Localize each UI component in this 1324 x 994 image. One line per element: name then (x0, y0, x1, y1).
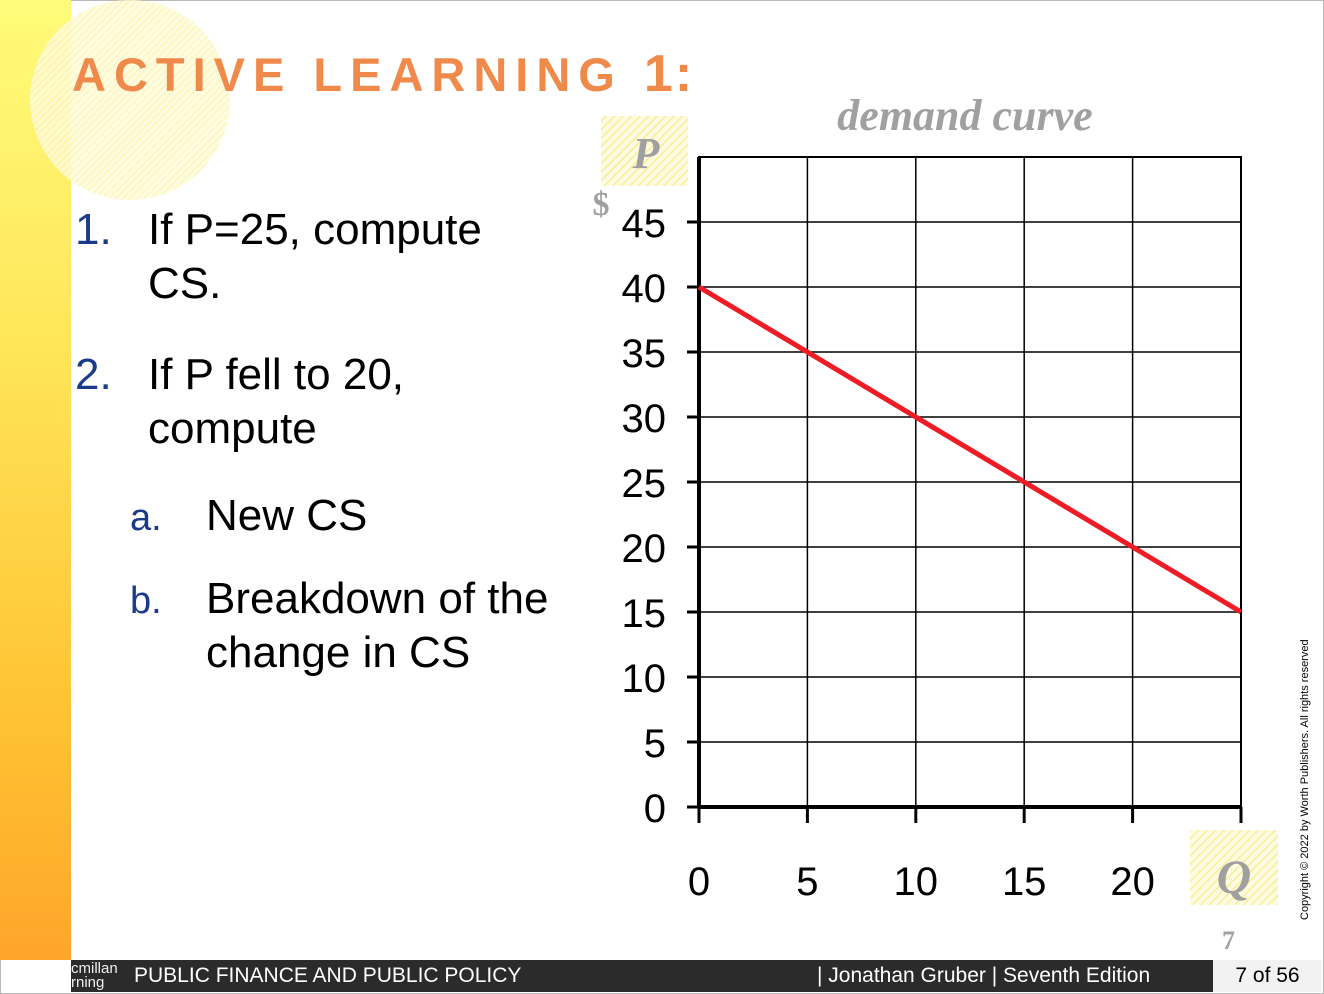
subitem-a: a. New CS (130, 489, 368, 543)
subitem-a-line-1: New CS (206, 491, 368, 540)
question-2-line-2: compute (148, 404, 317, 453)
chart-ticks: 0 5 10 15 20 25 30 35 40 45 0 5 10 15 20 (622, 202, 1243, 904)
x-tick-label: 5 (796, 860, 818, 904)
x-label-hatch (1190, 830, 1278, 905)
page-indicator: 7 of 56 (1213, 960, 1322, 992)
y-tick-label: 30 (622, 397, 667, 441)
subitem-b-line-1: Breakdown of the (206, 574, 549, 623)
title-word: ACTIVE LEARNING (72, 48, 623, 101)
subitem-b-marker: b. (130, 580, 162, 622)
decorative-circle (30, 0, 230, 200)
question-1-marker: 1. (75, 205, 112, 254)
x-tick-label: 15 (1002, 860, 1047, 904)
y-tick-label: 40 (622, 267, 667, 311)
publisher-fragment: cmillan rning (71, 960, 118, 991)
y-label-hatch (601, 116, 688, 186)
question-2-marker: 2. (75, 350, 112, 399)
y-tick-label: 5 (644, 722, 666, 766)
question-1-line-1: If P=25, compute (148, 205, 482, 254)
question-2: 2. If P fell to 20, compute (75, 348, 405, 456)
y-tick-label: 25 (622, 462, 667, 506)
y-tick-label: 0 (644, 787, 666, 831)
y-axis-label: P (632, 129, 661, 178)
x-tick-label: 0 (688, 860, 710, 904)
subitem-b: b. Breakdown of the change in CS (130, 572, 549, 680)
y-tick-label: 35 (622, 332, 667, 376)
x-tick-label: 10 (894, 860, 939, 904)
footer-author: | Jonathan Gruber | Seventh Edition (817, 964, 1151, 987)
question-1-line-2: CS. (148, 259, 222, 308)
slide-number: 7 (1222, 926, 1235, 955)
x-axis-label: Q (1217, 851, 1252, 904)
question-2-line-1: If P fell to 20, (148, 350, 405, 399)
x-tick-label: 20 (1110, 860, 1155, 904)
footer-bar: cmillan rning PUBLIC FINANCE AND PUBLIC … (71, 960, 1322, 992)
question-1: 1. If P=25, compute CS. (75, 203, 482, 311)
y-tick-label: 45 (622, 202, 667, 246)
footer-course-title: PUBLIC FINANCE AND PUBLIC POLICY (134, 964, 522, 987)
title-number: 1: (643, 45, 695, 103)
y-axis-unit: $ (593, 186, 610, 223)
copyright-notice: Copyright © 2022 by Worth Publishers. Al… (1299, 639, 1311, 920)
demand-curve-line (697, 284, 1243, 615)
subitem-a-marker: a. (130, 497, 162, 539)
chart-title: demand curve (837, 91, 1092, 140)
slide-title: ACTIVE LEARNING 1: (72, 44, 694, 104)
y-tick-label: 10 (622, 657, 667, 701)
chart-series (697, 284, 1243, 615)
y-tick-label: 15 (622, 592, 667, 636)
y-tick-label: 20 (622, 527, 667, 571)
subitem-b-line-2: change in CS (206, 628, 471, 677)
chart-grid (697, 156, 1242, 809)
